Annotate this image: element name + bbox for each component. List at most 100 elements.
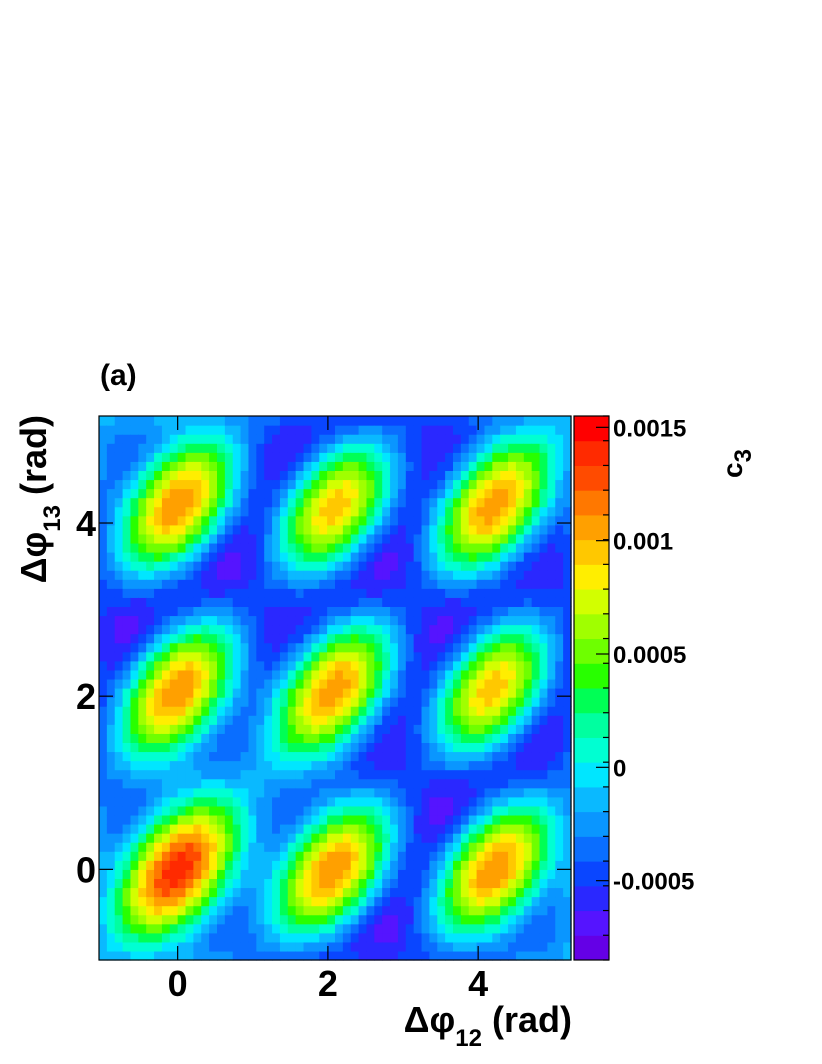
heatmap-cell	[508, 506, 517, 517]
heatmap-cell	[99, 905, 108, 916]
heatmap-cell	[279, 470, 289, 481]
heatmap-cell	[138, 642, 147, 653]
heatmap-cell	[453, 552, 462, 562]
heatmap-cell	[413, 923, 423, 934]
heatmap-cell	[122, 515, 132, 526]
heatmap-cell	[311, 814, 320, 825]
heatmap-cell	[240, 878, 250, 889]
heatmap-cell	[240, 697, 250, 707]
heatmap-cell	[342, 796, 352, 807]
heatmap-cell	[99, 887, 108, 898]
heatmap-cell	[421, 488, 430, 499]
heatmap-cell	[366, 597, 375, 607]
heatmap-cell	[114, 443, 124, 453]
heatmap-cell	[335, 552, 344, 562]
heatmap-cell	[492, 787, 501, 798]
heatmap-cell	[99, 561, 108, 571]
heatmap-cell	[342, 851, 352, 861]
heatmap-cell	[177, 669, 187, 680]
heatmap-cell	[122, 869, 132, 879]
heatmap-cell	[224, 660, 234, 671]
heatmap-cell	[437, 497, 446, 508]
heatmap-cell	[523, 515, 533, 526]
heatmap-cell	[523, 533, 533, 544]
heatmap-cell	[405, 669, 415, 680]
heatmap-cell	[350, 724, 360, 734]
heatmap-cell	[240, 833, 250, 843]
heatmap-cell	[547, 851, 556, 861]
heatmap-cell	[146, 787, 155, 798]
heatmap-cell	[390, 914, 399, 925]
heatmap-cell	[185, 588, 194, 598]
heatmap-cell	[413, 552, 423, 562]
heatmap-cell	[445, 588, 454, 598]
heatmap-cell	[106, 796, 116, 807]
heatmap-cell	[531, 814, 541, 825]
heatmap-cell	[161, 778, 171, 789]
heatmap-cell	[185, 787, 194, 798]
heatmap-cell	[492, 416, 501, 426]
heatmap-cell	[279, 443, 289, 453]
heatmap-cell	[515, 515, 525, 526]
heatmap-cell	[154, 878, 163, 889]
heatmap-cell	[547, 443, 556, 453]
heatmap-cell	[358, 488, 368, 499]
heatmap-cell	[358, 497, 368, 508]
heatmap-cell	[232, 579, 242, 589]
heatmap-cell	[539, 452, 548, 462]
heatmap-cell	[146, 860, 155, 870]
heatmap-cell	[429, 669, 438, 680]
heatmap-cell	[327, 552, 336, 562]
heatmap-cell	[209, 515, 218, 526]
heatmap-cell	[405, 425, 415, 435]
heatmap-cell	[445, 479, 454, 490]
heatmap-cell	[279, 606, 289, 617]
heatmap-cell	[248, 697, 257, 707]
heatmap-cell	[500, 941, 509, 952]
heatmap-cell	[311, 824, 320, 834]
heatmap-cell	[358, 524, 368, 535]
heatmap-cell	[405, 533, 415, 544]
heatmap-cell	[429, 497, 438, 508]
heatmap-cell	[279, 842, 289, 852]
heatmap-cell	[429, 941, 438, 952]
heatmap-cell	[531, 588, 541, 598]
heatmap-cell	[146, 896, 155, 907]
heatmap-cell	[350, 452, 360, 462]
heatmap-cell	[492, 434, 501, 444]
heatmap-cell	[500, 751, 509, 762]
heatmap-cell	[492, 506, 501, 517]
heatmap-cell	[468, 506, 478, 517]
heatmap-cell	[232, 597, 242, 607]
heatmap-cell	[146, 733, 155, 743]
heatmap-cell	[287, 488, 297, 499]
heatmap-cell	[366, 552, 375, 562]
heatmap-cell	[413, 941, 423, 952]
heatmap-cell	[99, 824, 108, 834]
heatmap-cell	[209, 606, 218, 617]
heatmap-cell	[421, 878, 430, 889]
heatmap-cell	[248, 470, 257, 481]
heatmap-cell	[405, 851, 415, 861]
heatmap-cell	[390, 678, 399, 689]
heatmap-cell	[114, 796, 124, 807]
heatmap-cell	[374, 606, 383, 617]
heatmap-cell	[224, 860, 234, 870]
heatmap-cell	[217, 542, 226, 553]
heatmap-cell	[358, 715, 368, 725]
heatmap-cell	[327, 896, 336, 907]
heatmap-cell	[224, 760, 234, 771]
heatmap-cell	[114, 588, 124, 598]
heatmap-cell	[413, 814, 423, 825]
heatmap-cell	[413, 751, 423, 762]
heatmap-cell	[382, 552, 391, 562]
heatmap-cell	[154, 769, 163, 780]
heatmap-cell	[327, 461, 336, 471]
heatmap-cell	[539, 615, 548, 626]
heatmap-cell	[154, 742, 163, 753]
heatmap-cell	[256, 905, 265, 916]
heatmap-cell	[319, 824, 328, 834]
heatmap-cell	[240, 733, 250, 743]
heatmap-cell	[130, 814, 139, 825]
heatmap-cell	[272, 950, 281, 961]
